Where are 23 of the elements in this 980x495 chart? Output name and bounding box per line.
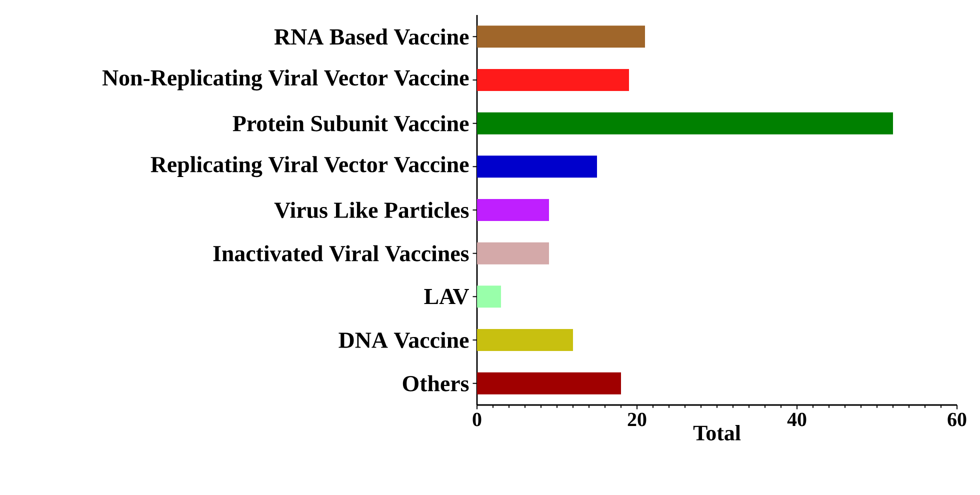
- y-tick-label: RNA Based Vaccine: [274, 28, 469, 45]
- bar: [477, 242, 549, 264]
- x-tick-label: 60: [948, 412, 966, 426]
- bar: [477, 199, 549, 221]
- bar: [477, 69, 629, 91]
- x-tick-label: 0: [472, 412, 482, 426]
- y-tick-label: LAV: [424, 288, 469, 304]
- y-tick-label: Virus Like Particles: [274, 202, 469, 218]
- bar: [477, 329, 573, 351]
- bar: [477, 112, 894, 134]
- x-tick-label: 40: [787, 412, 806, 426]
- x-axis-title: Total: [693, 425, 741, 440]
- y-tick-label: Others: [402, 375, 469, 392]
- bar: [477, 286, 501, 308]
- bar: [477, 372, 621, 394]
- y-tick-label: Inactivated Viral Vaccines: [213, 245, 469, 262]
- y-tick-label: Replicating Viral Vector Vaccine: [150, 156, 469, 178]
- bar: [477, 156, 597, 178]
- y-tick-label: DNA Vaccine: [338, 332, 469, 348]
- bar: [477, 26, 645, 48]
- y-tick-label: Protein Subunit Vaccine: [232, 115, 469, 132]
- y-tick-label: Non-Replicating Viral Vector Vaccine: [102, 70, 469, 90]
- x-tick-label: 20: [628, 412, 646, 426]
